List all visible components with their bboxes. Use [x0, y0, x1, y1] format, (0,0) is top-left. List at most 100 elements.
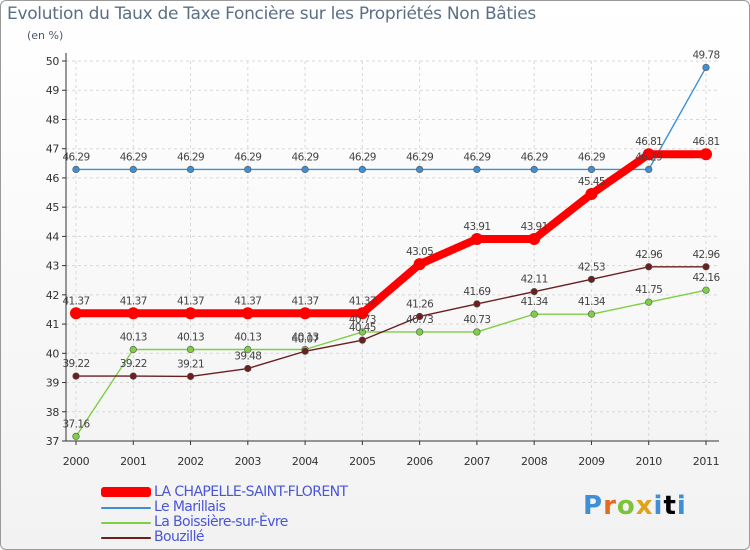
y-tick-label: 42 — [46, 289, 59, 302]
legend-label: Bouzillé — [154, 529, 204, 545]
data-point — [530, 165, 538, 174]
data-label: 41.37 — [177, 295, 204, 307]
legend-swatch — [101, 487, 151, 497]
data-point — [186, 165, 195, 174]
data-point — [129, 372, 137, 380]
x-tick-label: 2002 — [177, 455, 203, 468]
data-label: 40.13 — [120, 332, 147, 344]
data-point — [642, 148, 655, 161]
data-label: 46.29 — [62, 151, 89, 163]
data-label: 46.81 — [692, 136, 719, 148]
data-point — [358, 336, 366, 344]
data-label: 40.13 — [292, 332, 319, 344]
y-tick-label: 41 — [46, 318, 59, 331]
legend: LA CHAPELLE-SAINT-FLORENT Le Marillais La … — [101, 485, 421, 545]
y-tick-label: 37 — [46, 435, 60, 448]
data-label: 45.45 — [578, 176, 605, 188]
data-label: 39.48 — [234, 351, 261, 363]
data-point — [416, 328, 424, 336]
data-label: 42.53 — [578, 261, 605, 273]
data-point — [129, 165, 137, 174]
y-tick-label: 38 — [46, 406, 60, 419]
series-line-le-marillais — [75, 66, 707, 171]
x-tick-label: 2006 — [406, 455, 433, 468]
data-label: 41.37 — [62, 295, 89, 307]
data-point — [530, 310, 538, 318]
data-label: 43.91 — [521, 221, 548, 233]
data-point — [356, 307, 369, 320]
data-point — [700, 148, 712, 161]
logo-letter: x — [635, 491, 654, 521]
y-tick-label: 46 — [46, 172, 60, 185]
data-label: 46.29 — [177, 151, 204, 163]
y-tick-label: 43 — [46, 260, 60, 273]
logo-letter: i — [676, 491, 687, 521]
data-label: 42.96 — [692, 249, 720, 261]
x-tick-label: 2001 — [120, 455, 146, 468]
data-point — [416, 165, 424, 174]
data-point — [473, 300, 481, 308]
data-point — [702, 263, 710, 271]
data-point — [299, 307, 312, 320]
data-label: 40.45 — [349, 322, 376, 334]
data-point — [301, 165, 309, 174]
legend-label: Le Marillais — [154, 499, 226, 515]
data-label: 37.16 — [62, 418, 90, 430]
unit-label: (en %) — [27, 29, 64, 42]
y-tick-label: 48 — [46, 113, 60, 126]
logo-letter: t — [663, 491, 677, 521]
x-tick-label: 2003 — [235, 455, 262, 468]
data-point — [184, 307, 197, 320]
data-point — [72, 372, 80, 380]
data-point — [528, 233, 541, 246]
data-label: 46.29 — [578, 151, 605, 163]
data-label: 41.37 — [349, 295, 376, 307]
legend-item: La Boissière-sur-Èvre — [101, 515, 421, 530]
data-label: 46.29 — [349, 151, 376, 163]
series-line-bouzill- — [75, 266, 707, 378]
series-line-la-chapelle-saint-florent — [72, 150, 710, 318]
x-tick-label: 2009 — [578, 455, 605, 468]
legend-label: LA CHAPELLE-SAINT-FLORENT — [154, 484, 348, 500]
x-tick-label: 2008 — [521, 455, 548, 468]
x-tick-label: 2004 — [292, 455, 319, 468]
y-tick-label: 39 — [46, 377, 60, 390]
data-point — [186, 345, 195, 354]
logo-letter: P — [583, 491, 604, 521]
data-label: 46.29 — [234, 151, 261, 163]
data-label: 43.05 — [406, 246, 433, 258]
data-label: 42.16 — [692, 272, 720, 284]
legend-item: LA CHAPELLE-SAINT-FLORENT — [101, 485, 421, 500]
data-point — [587, 310, 596, 318]
y-tick-label: 47 — [46, 143, 60, 156]
y-tick-label: 50 — [46, 55, 60, 68]
legend-item: Le Marillais — [101, 500, 421, 515]
data-label: 46.29 — [635, 151, 662, 163]
legend-swatch — [101, 507, 151, 509]
x-tick-label: 2007 — [464, 455, 491, 468]
data-label: 46.29 — [521, 151, 548, 163]
data-point — [587, 165, 596, 174]
data-point — [72, 165, 80, 174]
data-label: 40.73 — [406, 314, 433, 326]
x-tick-label: 2000 — [63, 455, 90, 468]
data-label: 39.22 — [120, 358, 147, 370]
data-point — [127, 307, 140, 320]
y-tick-label: 45 — [46, 201, 60, 214]
data-label: 39.21 — [177, 358, 204, 370]
data-point — [358, 328, 366, 336]
data-label: 41.69 — [463, 286, 490, 298]
data-point — [186, 372, 195, 381]
data-point — [473, 328, 481, 336]
data-point — [470, 233, 483, 246]
data-point — [244, 165, 252, 174]
x-tick-label: 2010 — [636, 455, 663, 468]
proxiti-logo: Proxiti — [583, 491, 687, 521]
data-label: 41.37 — [120, 295, 147, 307]
data-label: 40.73 — [463, 314, 490, 326]
data-label: 42.96 — [635, 249, 663, 261]
data-point — [587, 275, 596, 283]
legend-swatch — [101, 522, 151, 524]
